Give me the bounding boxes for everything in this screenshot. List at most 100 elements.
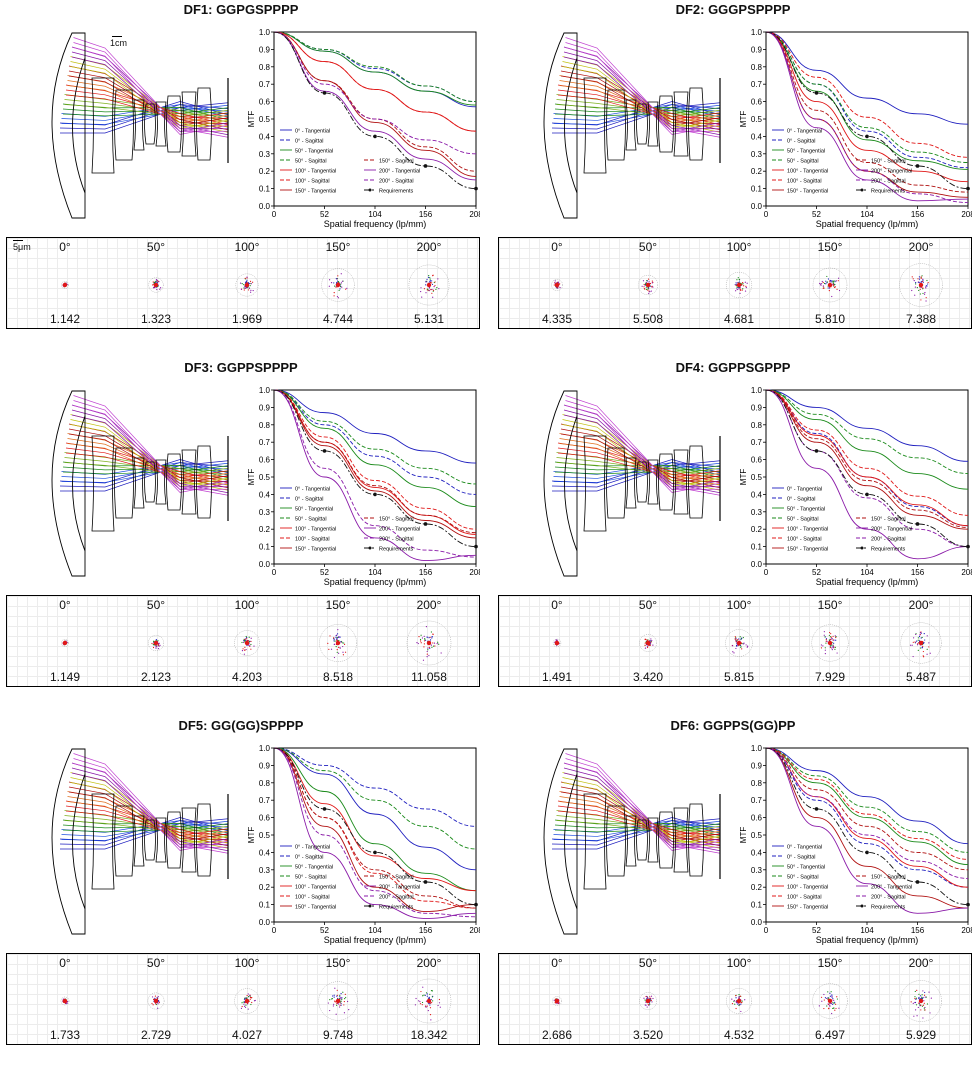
y-tick-label: 0.2 [259, 883, 271, 892]
lens-element [196, 445, 212, 519]
y-tick-label: 0.5 [751, 473, 763, 482]
legend-label: 150° - Sagittal [379, 875, 414, 881]
spot-ray-hit [929, 1012, 931, 1014]
spot-ray-hit [156, 645, 158, 648]
legend-label: 100° - Sagittal [295, 179, 330, 185]
legend-label: 200° - Sagittal [871, 179, 906, 185]
spot-ray-hit [929, 652, 931, 654]
spot-ray-hit [833, 286, 836, 288]
spot-ray-hit [915, 998, 917, 1000]
y-tick-label: 0.6 [751, 98, 763, 107]
spot-ray-hit [733, 652, 735, 654]
ray [71, 772, 229, 848]
series-line [765, 31, 969, 163]
spot-ray-hit [646, 646, 649, 649]
legend-label: 150° - Sagittal [871, 159, 906, 165]
y-tick-label: 0.1 [259, 901, 271, 910]
requirement-point [373, 850, 377, 855]
field-angle-label: 0° [59, 240, 71, 254]
series-line [765, 747, 969, 860]
y-tick-label: 0.6 [259, 814, 271, 823]
spot-rms-value: 2.686 [541, 1028, 573, 1042]
spot-ray-hit [921, 1005, 924, 1007]
spot-ray-hit [338, 289, 340, 291]
series-line [765, 389, 969, 462]
y-tick-label: 0.3 [259, 866, 271, 875]
spot-ray-hit [419, 640, 422, 642]
spot-diagram [319, 624, 357, 662]
spot-ray-hit [250, 648, 252, 650]
spot-ray-hit [832, 635, 834, 637]
spot-rms-value: 11.058 [411, 670, 447, 684]
spot-rms-value: 5.810 [814, 312, 846, 326]
lens-diagram [30, 734, 240, 939]
spot-ray-hit [250, 637, 252, 639]
spot-ray-hit [910, 1001, 912, 1003]
spot-ray-hit [827, 991, 829, 993]
field-angle-label: 200° [416, 240, 442, 254]
spot-ray-hit [159, 644, 161, 646]
spot-ray-hit [922, 287, 924, 289]
spot-cell: 100° 5.815 [693, 596, 785, 686]
spot-cell: 50° 2.123 [110, 596, 202, 686]
legend-marker [860, 188, 864, 192]
ray [559, 801, 721, 839]
panel-df4: DF4: GGPPSGPPP 0.0 0.1 0.2 0.3 0.4 0.5 0.6 0.7 0.… [494, 360, 975, 710]
spot-ray-hit [429, 1004, 431, 1006]
spot-core [62, 998, 68, 1004]
spot-scale-bar-label: 5μm [13, 242, 31, 252]
spot-envelope [900, 622, 942, 664]
spot-ray-hit [924, 991, 926, 994]
spot-ray-hit [339, 996, 341, 998]
y-tick-label: 0.3 [259, 150, 271, 159]
legend-label: 50° - Tangential [787, 507, 825, 513]
spot-ray-hit [917, 643, 919, 645]
lens-surface [72, 773, 86, 910]
legend-label: Requirements [871, 189, 905, 195]
y-tick-label: 0.4 [751, 490, 763, 499]
series-line [765, 389, 969, 530]
lens-element [647, 459, 659, 505]
legend-label: 200° - Tangential [379, 885, 420, 891]
legend-label: 150° - Tangential [295, 189, 336, 195]
spot-ray-hit [646, 280, 648, 282]
spot-ray-hit [827, 1003, 829, 1005]
spot-ray-hit [246, 281, 248, 283]
spot-ray-hit [151, 996, 154, 998]
spot-rms-value: 7.388 [905, 312, 937, 326]
lens-element [583, 793, 607, 890]
spot-diagram [408, 264, 450, 306]
spot-ray-hit [827, 287, 829, 289]
spot-ray-hit [925, 297, 927, 299]
spot-ray-hit [920, 1009, 922, 1011]
spot-diagram [637, 274, 659, 296]
spot-ray-hit [732, 651, 734, 653]
spot-rms-value: 4.335 [541, 312, 573, 326]
legend-label: 0° - Tangential [787, 487, 822, 493]
spot-ray-hit [646, 639, 648, 642]
spot-diagram [900, 622, 942, 664]
legend-label: 200° - Tangential [871, 527, 912, 533]
spot-ray-hit [826, 997, 828, 1000]
spot-ray-hit [645, 286, 647, 288]
legend-marker [368, 904, 372, 908]
series-line [273, 747, 477, 827]
spot-ray-hit [650, 290, 652, 292]
spot-ray-hit [820, 284, 822, 286]
lens-diagram [30, 376, 240, 581]
legend-marker [860, 546, 864, 550]
x-axis-label: Spatial frequency (lp/mm) [816, 935, 919, 945]
spot-ray-hit [247, 289, 250, 291]
series-line [273, 389, 477, 495]
spot-ray-hit [825, 280, 827, 282]
spot-ray-hit [243, 640, 246, 642]
x-tick-label: 104 [368, 568, 382, 577]
spot-ray-hit [738, 997, 740, 999]
ray [557, 89, 721, 120]
spot-ray-hit [432, 645, 435, 647]
spot-ray-hit [333, 996, 335, 998]
spot-ray-hit [648, 281, 650, 283]
spot-ray-hit [337, 629, 339, 631]
spot-ray-hit [341, 280, 344, 282]
legend-label: 150° - Tangential [295, 547, 336, 553]
